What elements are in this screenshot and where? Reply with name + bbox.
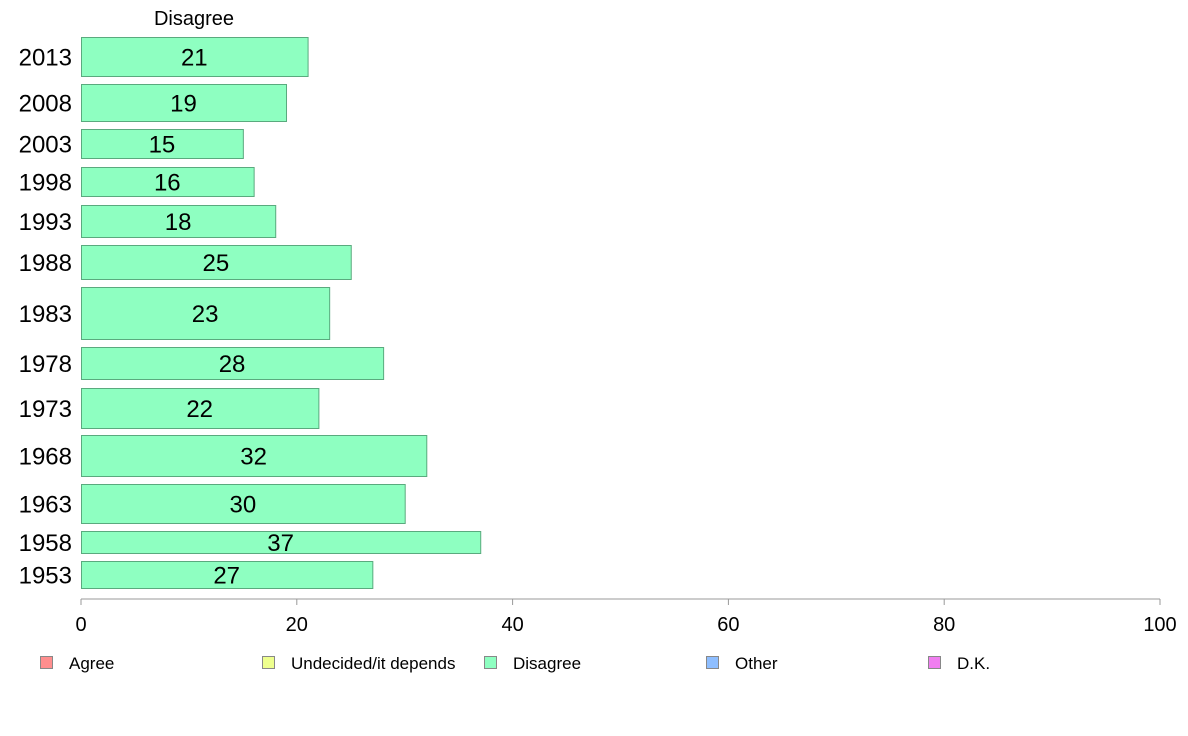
bar-2013 [81, 37, 309, 77]
bar-1968 [81, 435, 428, 477]
panel-title: Disagree [154, 8, 234, 30]
year-label-1968: 1968 [19, 444, 72, 471]
x-tick-label-0: 0 [75, 614, 86, 636]
legend-swatch-4 [928, 656, 941, 669]
legend-label-2: Disagree [513, 654, 581, 673]
year-label-2008: 2008 [19, 91, 72, 118]
year-label-1973: 1973 [19, 396, 72, 423]
bar-value-label-1978: 28 [219, 351, 246, 378]
bar-1983 [81, 287, 331, 340]
legend: Agree Undecided/it depends Disagree Other D.… [40, 654, 990, 673]
legend-swatch-2 [484, 656, 497, 669]
bar-1973 [81, 388, 320, 429]
year-label-1988: 1988 [19, 250, 72, 277]
year-label-1953: 1953 [19, 563, 72, 590]
legend-label-0: Agree [69, 654, 114, 673]
year-label-1958: 1958 [19, 530, 72, 557]
bar-1953 [81, 561, 374, 589]
year-label-2013: 2013 [19, 45, 72, 72]
bar-value-label-2013: 21 [181, 45, 208, 72]
bar-1978 [81, 347, 385, 380]
bar-value-label-1963: 30 [229, 492, 256, 519]
x-axis: 0 20 40 60 80 100 [75, 598, 1177, 636]
x-tick-label-60: 60 [717, 614, 739, 636]
legend-label-1: Undecided/it depends [291, 654, 455, 673]
bar-value-label-1993: 18 [165, 209, 192, 236]
bar-value-label-1973: 22 [186, 396, 213, 423]
bar-value-label-2003: 15 [149, 132, 176, 159]
year-label-1998: 1998 [19, 170, 72, 197]
bar-value-label-1998: 16 [154, 170, 181, 197]
bar-1988 [81, 245, 352, 280]
year-label-1983: 1983 [19, 301, 72, 328]
year-label-1963: 1963 [19, 492, 72, 519]
bar-2003 [81, 129, 244, 159]
year-label-2003: 2003 [19, 132, 72, 159]
year-label-1978: 1978 [19, 351, 72, 378]
x-tick-label-20: 20 [286, 614, 308, 636]
bar-1998 [81, 167, 255, 197]
legend-swatch-1 [262, 656, 275, 669]
bar-value-label-1958: 37 [267, 530, 294, 557]
bar-value-label-1983: 23 [192, 301, 219, 328]
bar-1993 [81, 205, 277, 238]
x-tick-label-80: 80 [933, 614, 955, 636]
bar-2008 [81, 84, 288, 122]
legend-swatch-3 [706, 656, 719, 669]
bar-value-label-2008: 19 [170, 91, 197, 118]
bar-value-label-1953: 27 [213, 563, 240, 590]
year-label-1993: 1993 [19, 209, 72, 236]
legend-label-4: D.K. [957, 654, 990, 673]
bar-1958 [81, 531, 482, 554]
x-tick-label-40: 40 [501, 614, 523, 636]
bar-value-label-1968: 32 [240, 444, 267, 471]
legend-label-3: Other [735, 654, 778, 673]
legend-swatch-0 [40, 656, 53, 669]
bar-1963 [81, 484, 406, 524]
x-tick-label-100: 100 [1143, 614, 1176, 636]
bar-value-label-1988: 25 [203, 250, 230, 277]
bar-group: 2013 21 2008 19 2003 15 1998 16 1993 18 1988 25 1983… [19, 37, 482, 590]
